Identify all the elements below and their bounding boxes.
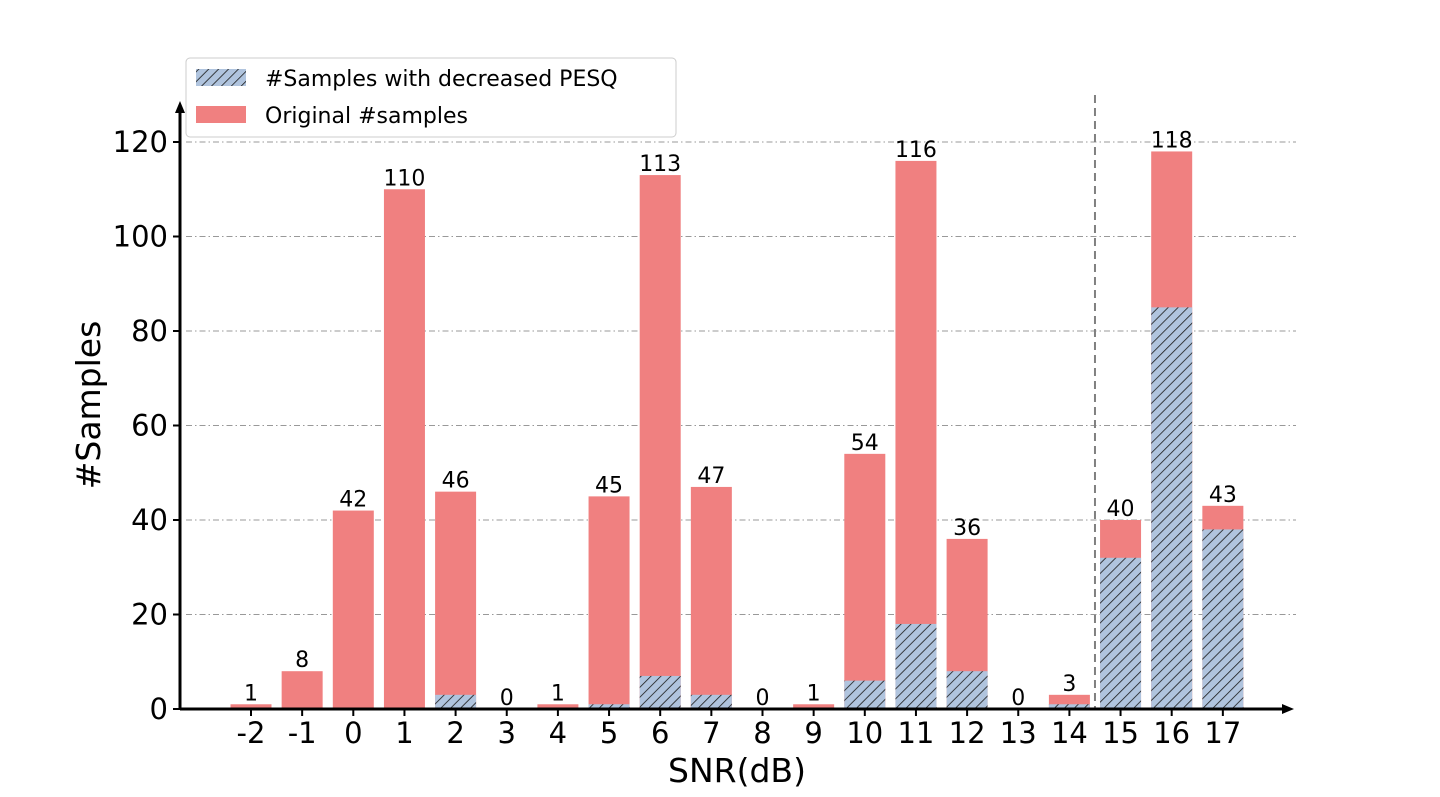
y-tick-label: 80 <box>131 314 168 348</box>
x-tick-label: 5 <box>600 716 618 750</box>
bar-decreased-5 <box>588 704 630 709</box>
bar-decreased-15 <box>1100 557 1142 709</box>
bar-decreased-14 <box>1048 704 1090 709</box>
y-tick-label: 60 <box>131 409 168 443</box>
y-tick-label: 0 <box>150 692 168 726</box>
bar-decreased-2 <box>435 694 477 709</box>
bar-original-1 <box>383 189 425 709</box>
bar-decreased-10 <box>844 680 886 709</box>
bar-original-4 <box>537 704 579 709</box>
y-tick-label: 120 <box>113 125 168 159</box>
data-label-13: 0 <box>1011 686 1025 711</box>
data-label-12: 36 <box>953 516 981 541</box>
x-tick-label: 12 <box>949 716 986 750</box>
data-label-15: 40 <box>1107 497 1135 522</box>
bar-original--2 <box>230 704 272 709</box>
x-tick-label: 4 <box>549 716 567 750</box>
bar-original-10 <box>844 453 886 709</box>
legend-label-decreased-pesq: #Samples with decreased PESQ <box>265 67 618 92</box>
x-tick-label: 2 <box>446 716 464 750</box>
x-tick-label: 0 <box>344 716 362 750</box>
data-label-0: 42 <box>339 488 367 513</box>
x-tick-label: 9 <box>804 716 822 750</box>
legend: #Samples with decreased PESQ Original #s… <box>185 57 677 138</box>
bar-original-11 <box>895 160 937 709</box>
data-label--1: 8 <box>295 648 309 673</box>
data-label-11: 116 <box>895 138 937 163</box>
data-label-16: 118 <box>1151 128 1193 153</box>
data-label-9: 1 <box>807 681 821 706</box>
data-label-3: 0 <box>500 686 514 711</box>
bars <box>230 151 1244 709</box>
data-label-8: 0 <box>756 686 770 711</box>
x-tick-label: 6 <box>651 716 669 750</box>
y-axis-label: #Samples <box>69 321 108 490</box>
x-tick-label: 11 <box>897 716 934 750</box>
x-axis-arrow <box>1282 704 1294 714</box>
bar-original-2 <box>435 491 477 709</box>
data-label-17: 43 <box>1209 483 1237 508</box>
bar-original--1 <box>281 671 323 709</box>
y-axis-arrow <box>175 101 185 113</box>
bar-original-5 <box>588 496 630 709</box>
bar-decreased-7 <box>690 694 732 709</box>
bar-original-9 <box>793 704 835 709</box>
x-tick-label: -1 <box>288 716 317 750</box>
bar-decreased-17 <box>1202 529 1244 709</box>
legend-swatch-original <box>196 106 246 123</box>
x-tick-label: 10 <box>846 716 883 750</box>
legend-label-original: Original #samples <box>265 104 468 129</box>
x-tick-label: -2 <box>237 716 266 750</box>
y-tick-label: 20 <box>131 598 168 632</box>
data-label--2: 1 <box>244 681 258 706</box>
x-tick-label: 15 <box>1102 716 1139 750</box>
bar-original-0 <box>332 510 374 709</box>
data-label-2: 46 <box>442 469 470 494</box>
data-label-14: 3 <box>1062 672 1076 697</box>
bar-decreased-12 <box>946 671 988 709</box>
x-tick-label: 13 <box>1000 716 1037 750</box>
data-label-10: 54 <box>851 431 879 456</box>
bar-decreased-6 <box>639 675 681 709</box>
bar-decreased-16 <box>1151 307 1193 709</box>
data-label-7: 47 <box>697 464 725 489</box>
y-tick-label: 100 <box>113 220 168 254</box>
bar-original-6 <box>639 175 681 709</box>
x-tick-label: 1 <box>395 716 413 750</box>
x-tick-label: 16 <box>1153 716 1190 750</box>
x-tick-label: 7 <box>702 716 720 750</box>
x-tick-label: 14 <box>1051 716 1088 750</box>
x-axis-label: SNR(dB) <box>668 751 806 790</box>
legend-swatch-decreased-pesq <box>196 69 246 86</box>
legend-frame <box>185 57 677 138</box>
bar-original-7 <box>690 486 732 709</box>
data-label-5: 45 <box>595 473 623 498</box>
x-tick-label: 8 <box>753 716 771 750</box>
x-tick-label: 17 <box>1204 716 1241 750</box>
y-tick-label: 40 <box>131 503 168 537</box>
data-label-1: 110 <box>383 166 425 191</box>
data-labels: 1 8 42 110 46 0 1 45 113 47 0 1 54 116 36 0 3 40 118 43 <box>244 128 1237 711</box>
data-label-4: 1 <box>551 681 565 706</box>
data-label-6: 113 <box>639 152 681 177</box>
x-tick-label: 3 <box>498 716 516 750</box>
bar-decreased-11 <box>895 623 937 709</box>
